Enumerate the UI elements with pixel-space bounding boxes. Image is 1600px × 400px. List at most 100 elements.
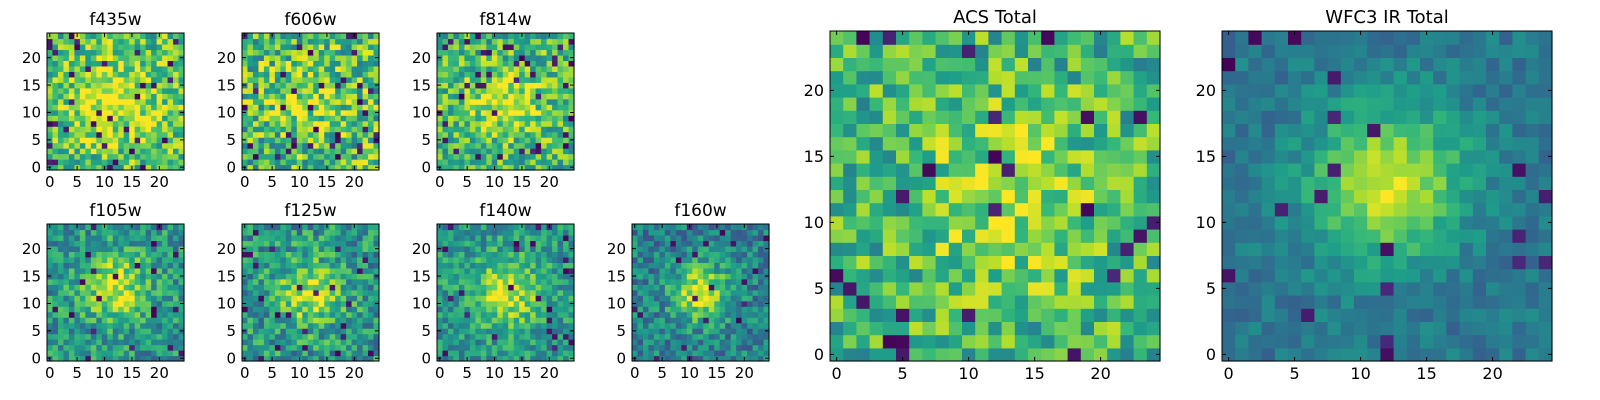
heatmap-cell <box>469 256 476 263</box>
heatmap-cell <box>280 295 287 302</box>
heatmap-cell <box>497 38 504 45</box>
heatmap-cell <box>101 98 108 105</box>
y-tick-label: 10 <box>412 104 431 122</box>
heatmap-cell <box>118 224 125 231</box>
axes-frame <box>241 32 380 171</box>
heatmap-cell <box>373 148 380 155</box>
heatmap-cell <box>1067 281 1082 296</box>
heatmap-cell <box>79 262 86 269</box>
heatmap-cell <box>112 126 119 133</box>
heatmap-cell <box>524 43 531 51</box>
heatmap-cell <box>85 284 92 291</box>
heatmap-cell <box>140 104 147 111</box>
heatmap-cell <box>90 267 97 274</box>
heatmap-cell <box>85 164 92 171</box>
heatmap-cell <box>263 142 270 149</box>
heatmap-cell <box>123 355 130 362</box>
heatmap-cell <box>74 82 81 89</box>
heatmap-cell <box>491 350 498 357</box>
heatmap-cell <box>134 355 141 362</box>
heatmap-cell <box>697 240 704 247</box>
heatmap-cell <box>1001 189 1016 204</box>
heatmap-cell <box>346 284 353 291</box>
heatmap-cell <box>340 65 347 72</box>
heatmap-cell <box>535 339 542 346</box>
heatmap-cell <box>763 251 770 258</box>
heatmap-cell <box>486 295 493 302</box>
heatmap-cell <box>524 229 531 236</box>
heatmap-cell <box>469 43 476 51</box>
heatmap-cell <box>708 322 715 329</box>
heatmap-cell <box>346 93 353 100</box>
heatmap-cell <box>491 289 498 296</box>
heatmap-cell <box>140 33 147 40</box>
heatmap-cell <box>552 240 559 247</box>
heatmap-cell <box>442 98 449 105</box>
heatmap-cell <box>302 159 309 166</box>
heatmap-cell <box>351 148 358 155</box>
heatmap-cell <box>437 267 444 274</box>
x-tick-label: 5 <box>72 173 82 191</box>
heatmap-cell <box>318 240 325 247</box>
heatmap-cell <box>340 148 347 155</box>
heatmap-cell <box>101 306 108 313</box>
heatmap-cell <box>351 278 358 285</box>
heatmap-cell <box>708 300 715 307</box>
heatmap-cell <box>714 350 721 357</box>
heatmap-cell <box>719 224 726 231</box>
heatmap-cell <box>480 240 487 247</box>
heatmap-cell <box>340 344 347 351</box>
heatmap-cell <box>285 148 292 155</box>
heatmap-cell <box>63 328 70 335</box>
heatmap-cell <box>464 278 471 285</box>
heatmap-cell <box>112 256 119 263</box>
heatmap-cell <box>362 115 369 122</box>
heatmap-cell <box>637 328 644 335</box>
heatmap-cell <box>167 322 174 329</box>
heatmap-cell <box>280 229 287 236</box>
heatmap-cell <box>340 33 347 40</box>
heatmap-cell <box>263 71 270 78</box>
heatmap-cell <box>162 300 169 307</box>
heatmap-cell <box>373 350 380 357</box>
heatmap-cell <box>763 322 770 329</box>
heatmap-cell <box>458 164 465 171</box>
heatmap-cell <box>736 224 743 231</box>
heatmap-cell <box>719 350 726 357</box>
heatmap-cell <box>708 333 715 340</box>
heatmap-cell <box>145 328 152 335</box>
heatmap-cell <box>340 224 347 231</box>
heatmap-cell <box>274 148 281 155</box>
heatmap-cell <box>568 33 575 40</box>
heatmap-cell <box>469 131 476 138</box>
heatmap-cell <box>546 234 553 242</box>
heatmap-cell <box>107 262 114 269</box>
heatmap-cell <box>247 224 254 231</box>
heatmap-cell <box>1067 255 1082 270</box>
heatmap-cell <box>96 104 103 111</box>
heatmap-cell <box>357 120 364 127</box>
heatmap-cell <box>269 344 276 351</box>
heatmap-cell <box>437 153 444 160</box>
heatmap-cell <box>145 87 152 94</box>
heatmap-cell <box>129 322 136 329</box>
heatmap-cell <box>107 251 114 258</box>
heatmap-cell <box>258 273 265 280</box>
heatmap-cell <box>346 339 353 346</box>
heatmap-cell <box>107 164 114 171</box>
heatmap-cell <box>681 350 688 357</box>
heatmap-cell <box>368 115 375 122</box>
x-tick-label: 20 <box>345 364 364 382</box>
heatmap-cell <box>362 234 369 242</box>
heatmap-cell <box>318 278 325 285</box>
heatmap-cell <box>351 131 358 138</box>
heatmap-cell <box>112 224 119 231</box>
heatmap-cell <box>346 333 353 340</box>
heatmap-cell <box>162 87 169 94</box>
heatmap-cell <box>129 240 136 247</box>
heatmap-cell <box>1146 255 1161 270</box>
heatmap-cell <box>442 43 449 51</box>
heatmap-cell <box>258 65 265 72</box>
heatmap-cell <box>123 278 130 285</box>
heatmap-cell <box>285 278 292 285</box>
